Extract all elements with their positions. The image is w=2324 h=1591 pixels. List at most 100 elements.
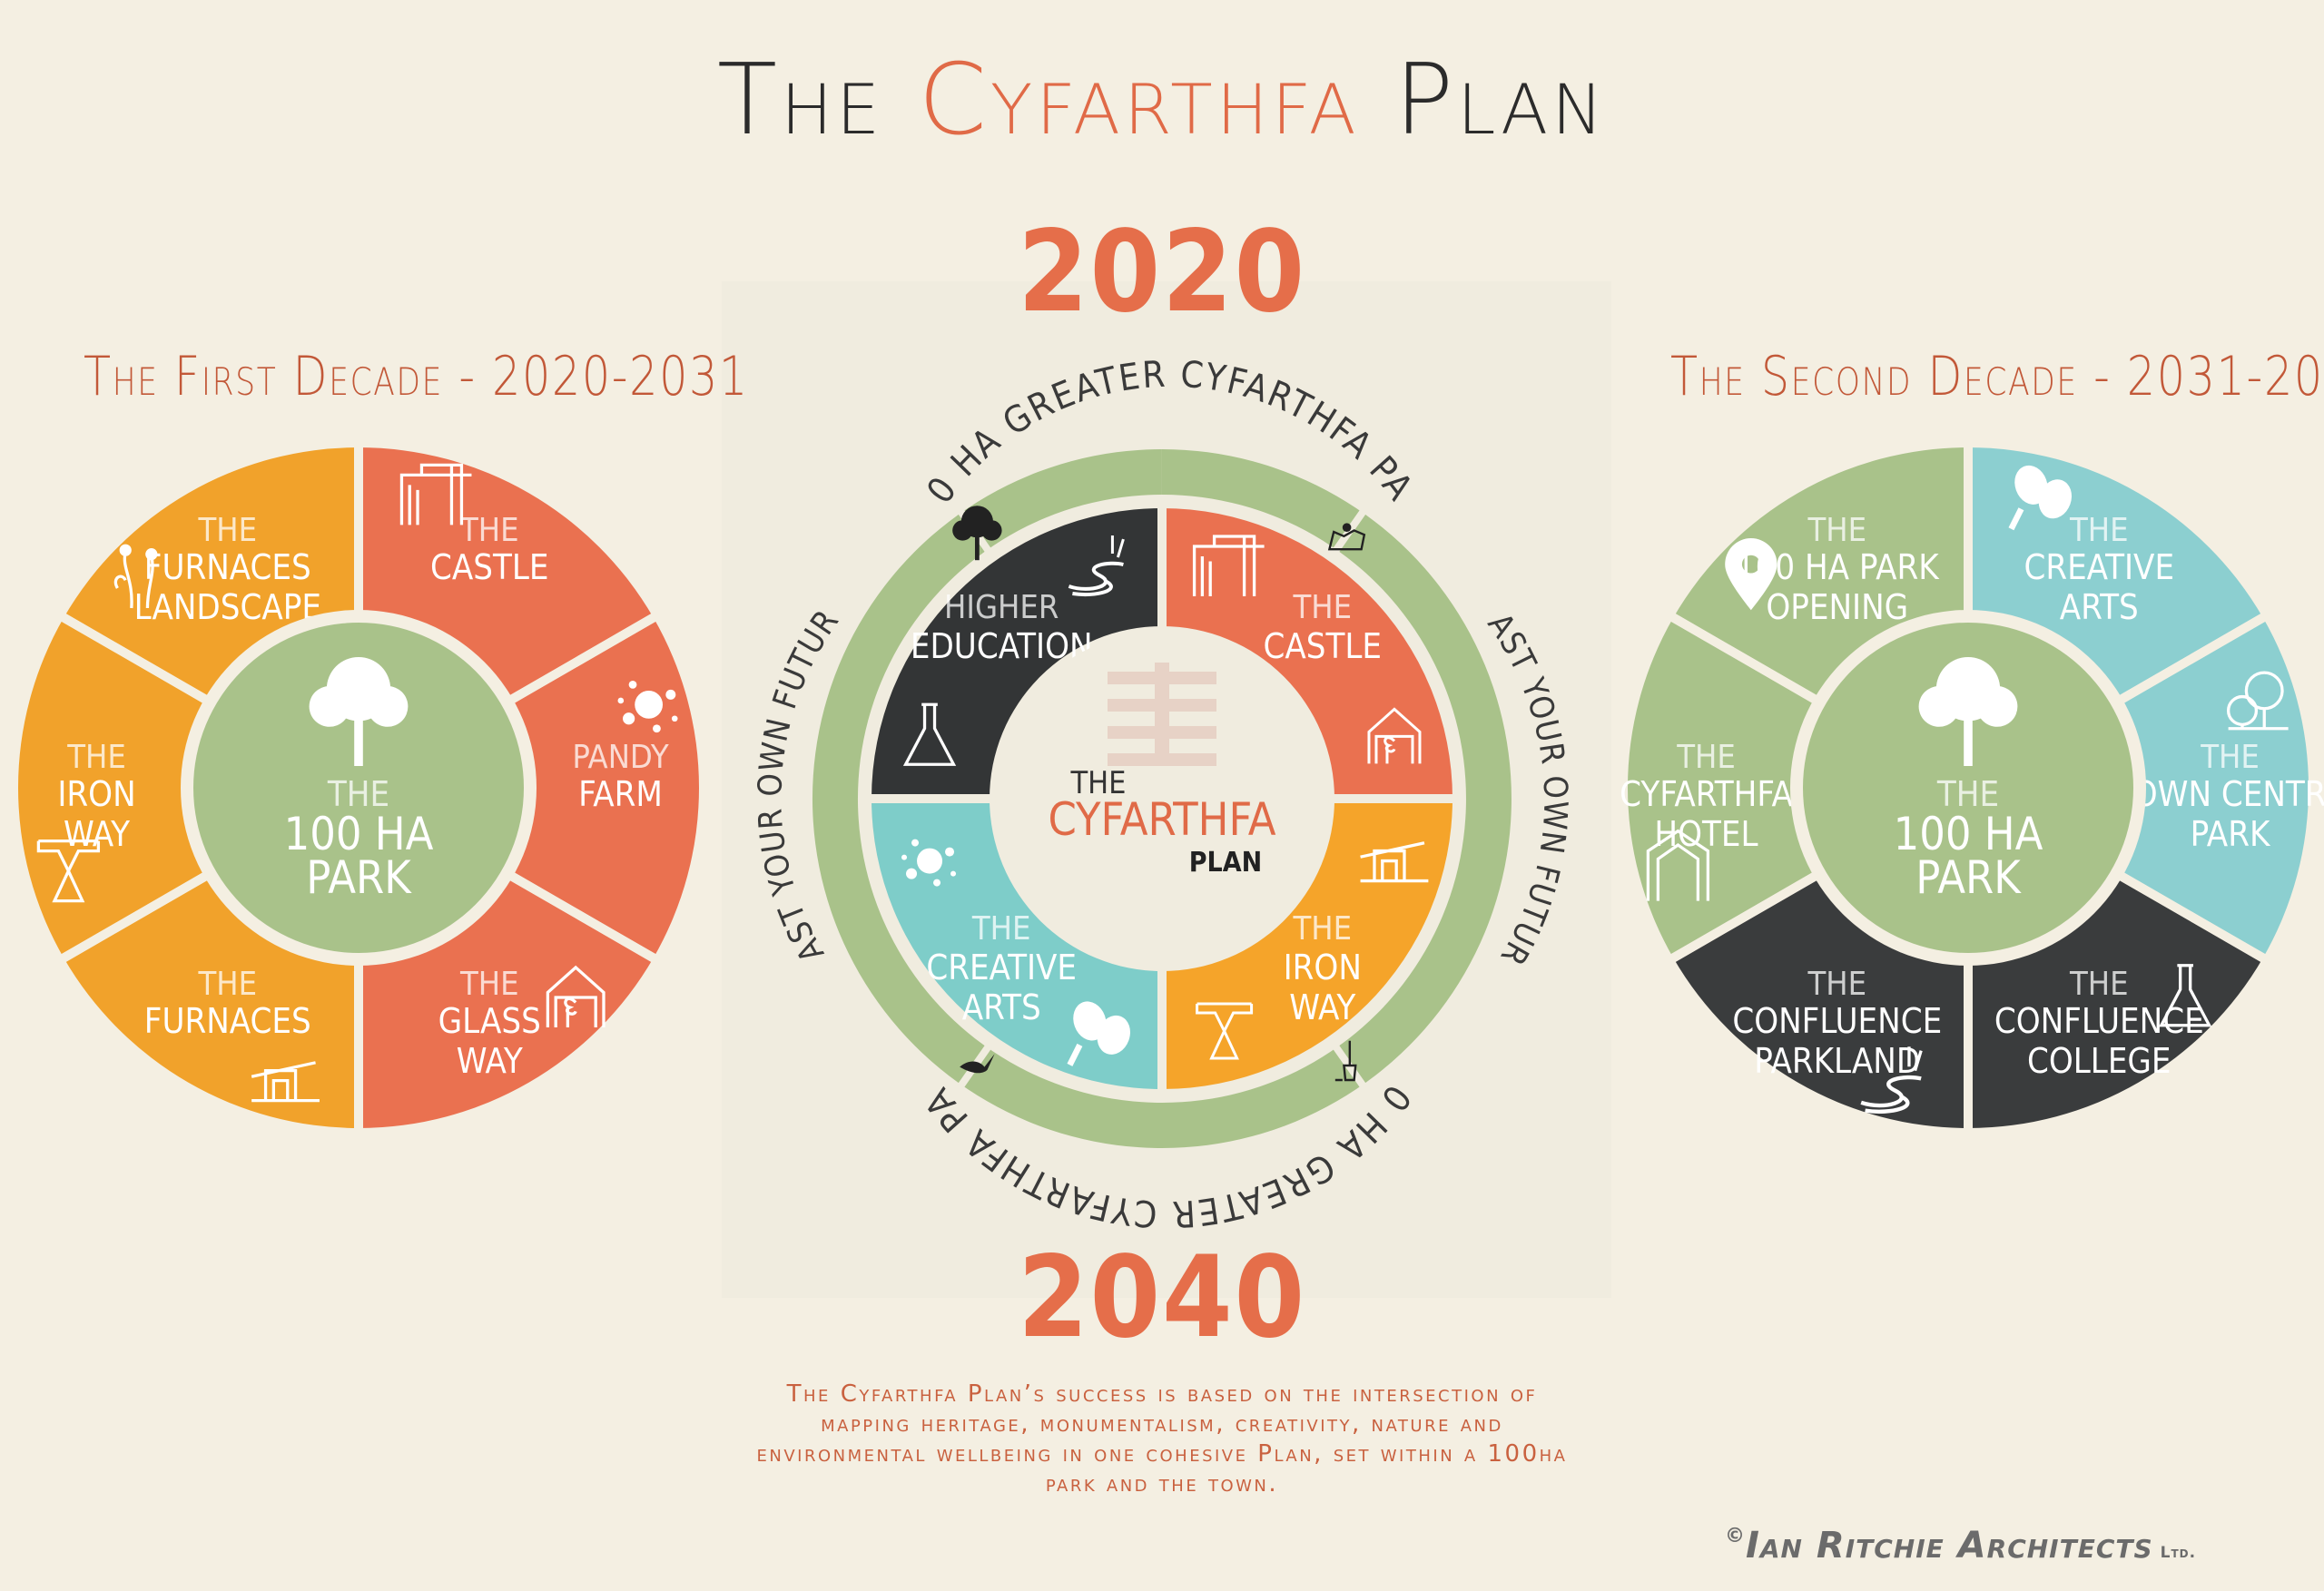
segment-label: 100 HA PARK: [1736, 547, 1940, 587]
segment-label: CONFLUENCE: [1994, 1001, 2204, 1041]
segment-label: TOWN CENTRE: [2113, 774, 2324, 814]
segment-small-label: THE: [2069, 512, 2129, 549]
logo-mark-icon: [1108, 663, 1216, 766]
theatre-masks-icon: [2008, 465, 2073, 531]
segment-small-label: THE: [1676, 739, 1736, 776]
flask-icon: [902, 702, 957, 766]
quadrant-label: IRON: [1284, 948, 1362, 987]
furnace-icon: [1360, 841, 1429, 883]
center-small-label: THE: [1936, 774, 1999, 814]
year-start: 2020: [1018, 207, 1306, 338]
bird-icon: [960, 1054, 995, 1074]
segment-label: CASTLE: [430, 547, 548, 587]
paint-splash-icon: [617, 680, 678, 733]
page-title: The Cyfarthfa Plan: [717, 44, 1607, 157]
center-disc: [193, 623, 524, 953]
segment-label: ARTS: [2060, 587, 2139, 627]
segment-small-label: THE: [66, 739, 126, 776]
segment-label: CONFLUENCE: [1732, 1001, 1942, 1041]
location-pin-icon: [1725, 538, 1777, 611]
first-decade-heading: The First Decade - 2020-2031: [84, 345, 749, 408]
furnace-icon: [251, 1061, 320, 1103]
second-decade-heading: The Second Decade - 2031-2040: [1670, 345, 2324, 408]
aqueduct-icon: [36, 839, 101, 903]
center-label: PARK: [306, 851, 412, 904]
segment-label: FURNACES: [144, 1001, 311, 1041]
paint-splash-icon: [901, 839, 957, 887]
river-icon: [1068, 535, 1125, 597]
tree-icon: [309, 657, 409, 766]
segment-label: HOTEL: [1654, 814, 1758, 854]
segment-label: IRON: [57, 774, 135, 814]
segment-label: PARK: [2191, 814, 2271, 854]
segment-label: PARKLAND: [1754, 1041, 1920, 1081]
segment-label: WAY: [457, 1041, 523, 1081]
theatre-masks-icon: [1067, 1001, 1130, 1066]
flask-icon: [2159, 964, 2212, 1027]
footer-description: The Cyfarthfa Plan’s success is based on…: [756, 1380, 1568, 1498]
quadrant-label: CREATIVE: [926, 948, 1077, 987]
center-label: 100 HA: [284, 808, 434, 860]
segment-label: OPENING: [1766, 587, 1908, 627]
segment-small-label: THE: [197, 966, 257, 1003]
glasshouse-icon: [1367, 707, 1422, 764]
segment-label: CREATIVE: [2024, 547, 2174, 587]
logo-text-main: CYFARTHFA: [1048, 793, 1275, 846]
castle-icon: [399, 463, 472, 525]
segment-small-label: THE: [2200, 739, 2260, 776]
segment-small-label: THE: [1807, 966, 1866, 1003]
quadrant-small-label: THE: [1292, 910, 1352, 948]
segment-divider: [60, 869, 213, 963]
segment-small-label: PANDY: [572, 739, 669, 776]
segment-divider: [1669, 869, 1823, 963]
building-icon: [1646, 829, 1710, 901]
segment-divider: [60, 613, 213, 707]
ring-label-top: 100 HA GREATER CYFARTHFA PARK: [0, 0, 1422, 511]
quadrant-label: WAY: [1289, 987, 1355, 1027]
copyright: ©Ian Ritchie Architects Ltd.: [1725, 1525, 2197, 1566]
segment-small-label: THE: [1807, 512, 1866, 549]
first-decade-wheel: THECASTLEPANDYFARMTHEGLASSWAYTHEFURNACES…: [17, 446, 699, 1130]
segment-label: FARM: [578, 774, 663, 814]
segment-small-label: THE: [459, 966, 519, 1003]
map-pin-icon: [1327, 523, 1366, 551]
river-icon: [1860, 1046, 1923, 1114]
segment-divider: [2113, 613, 2267, 707]
spade-icon: [1334, 1040, 1357, 1082]
year-end: 2040: [1018, 1233, 1306, 1363]
segment-divider: [504, 869, 657, 963]
quadrant-label: EDUCATION: [911, 626, 1093, 666]
quadrant-label: CASTLE: [1264, 626, 1382, 666]
segment-label: FURNACES: [144, 547, 311, 587]
trees-icon: [2226, 671, 2289, 731]
segment-small-label: THE: [459, 512, 519, 549]
center-disc: [1803, 623, 2133, 953]
quadrant-small-label: THE: [1292, 589, 1352, 626]
center-label: 100 HA: [1894, 808, 2043, 860]
segment-label: CYFARTHFA: [1620, 774, 1793, 814]
logo-disc: [995, 632, 1329, 966]
segment-label: COLLEGE: [2027, 1041, 2171, 1081]
tree-icon: [952, 506, 1002, 561]
quadrant-small-label: HIGHER: [944, 589, 1059, 626]
segment-divider: [504, 613, 657, 707]
aqueduct-icon: [1196, 1002, 1254, 1060]
quadrant-label: ARTS: [962, 987, 1041, 1027]
segment-small-label: THE: [2069, 966, 2129, 1003]
flowers-icon: [113, 544, 158, 609]
segment-divider: [2113, 869, 2267, 963]
center-label: PARK: [1915, 851, 2022, 904]
ring-divider: [1331, 506, 1368, 555]
castle-icon: [1192, 535, 1265, 597]
tree-icon: [1918, 657, 2018, 766]
segment-divider: [1669, 613, 1823, 707]
logo-text-plan: PLAN: [1189, 847, 1262, 879]
